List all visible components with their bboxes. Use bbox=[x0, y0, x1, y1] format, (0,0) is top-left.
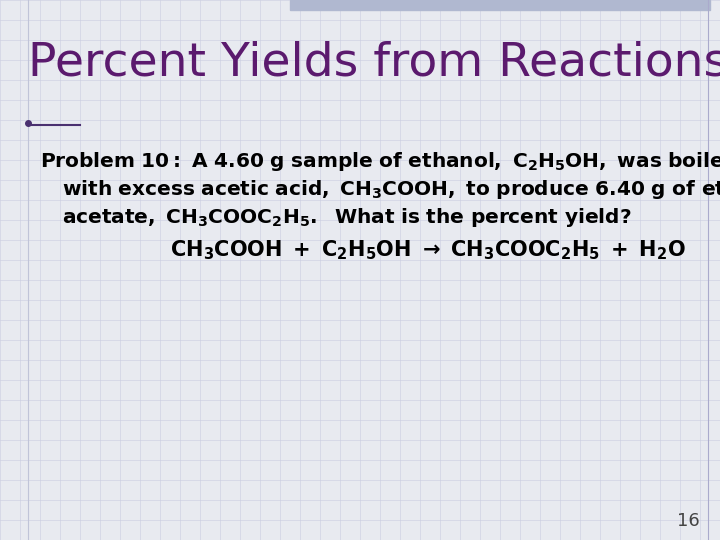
Text: $\bf{acetate,\ CH_3COOC_2H_5.\ \ What\ is\ the\ percent\ yield?}$: $\bf{acetate,\ CH_3COOC_2H_5.\ \ What\ i… bbox=[62, 206, 631, 229]
Text: Percent Yields from Reactions: Percent Yields from Reactions bbox=[28, 40, 720, 85]
Bar bbox=[290, 0, 710, 10]
Text: 16: 16 bbox=[678, 512, 700, 530]
Text: $\bf{CH_3COOH\ +\ C_2H_5OH\ \rightarrow\ CH_3COOC_2H_5\ +\ H_2O}$: $\bf{CH_3COOH\ +\ C_2H_5OH\ \rightarrow\… bbox=[170, 238, 686, 261]
Text: $\bf{Problem\ 10:\ A\ 4.60\ g\ sample\ of\ ethanol,\ C_2H_5OH,\ was\ boiled}$: $\bf{Problem\ 10:\ A\ 4.60\ g\ sample\ o… bbox=[40, 150, 720, 173]
Text: $\bf{with\ excess\ acetic\ acid,\ CH_3COOH,\ to\ produce\ 6.40\ g\ of\ ethyl}$: $\bf{with\ excess\ acetic\ acid,\ CH_3CO… bbox=[62, 178, 720, 201]
